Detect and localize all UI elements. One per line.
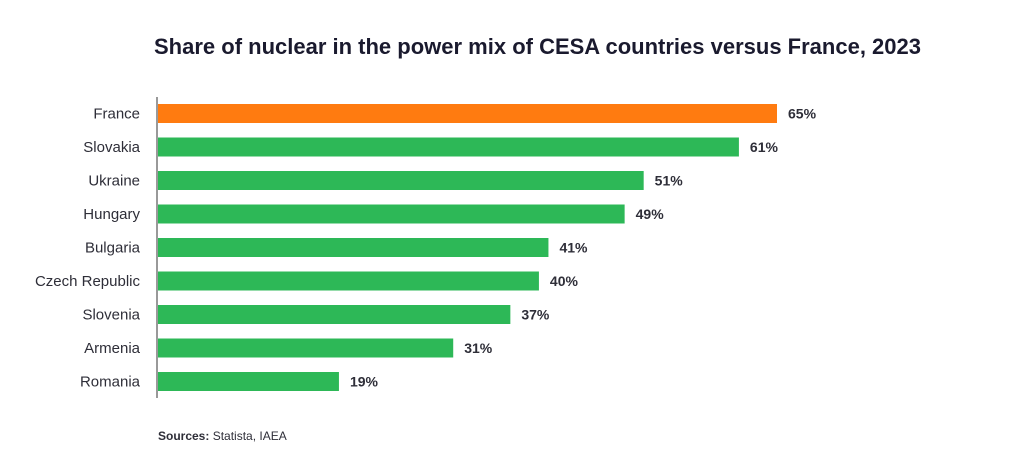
value-label: 31% bbox=[464, 340, 493, 356]
value-label: 37% bbox=[521, 307, 550, 323]
category-label: France bbox=[93, 106, 140, 123]
bars-group: France 65% Slovakia 61% Ukraine 51% Hungary 49%… bbox=[35, 104, 817, 391]
bar bbox=[158, 104, 777, 123]
value-label: 65% bbox=[788, 106, 817, 122]
category-label: Armenia bbox=[84, 340, 141, 357]
sources-note: Sources: Statista, IAEA bbox=[158, 429, 287, 443]
value-label: 41% bbox=[559, 240, 588, 256]
bar bbox=[158, 137, 739, 157]
sources-text: Statista, IAEA bbox=[209, 429, 287, 443]
bar bbox=[158, 204, 625, 224]
category-label: Czech Republic bbox=[35, 273, 141, 290]
sources-label: Sources: bbox=[158, 429, 210, 443]
bar bbox=[158, 238, 549, 257]
category-label: Ukraine bbox=[88, 173, 140, 190]
category-label: Slovenia bbox=[82, 307, 140, 324]
category-label: Hungary bbox=[83, 206, 140, 223]
value-label: 61% bbox=[750, 139, 779, 155]
bar bbox=[158, 171, 644, 190]
value-label: 51% bbox=[655, 173, 684, 189]
category-label: Bulgaria bbox=[85, 240, 141, 257]
category-label: Romania bbox=[80, 374, 141, 391]
category-label: Slovakia bbox=[83, 139, 140, 156]
bar bbox=[158, 305, 511, 324]
bar bbox=[158, 372, 339, 391]
value-label: 19% bbox=[350, 374, 379, 390]
chart-title: Share of nuclear in the power mix of CES… bbox=[154, 34, 921, 59]
value-label: 49% bbox=[636, 206, 665, 222]
value-label: 40% bbox=[550, 273, 579, 289]
bar bbox=[158, 271, 539, 291]
bar bbox=[158, 338, 454, 358]
